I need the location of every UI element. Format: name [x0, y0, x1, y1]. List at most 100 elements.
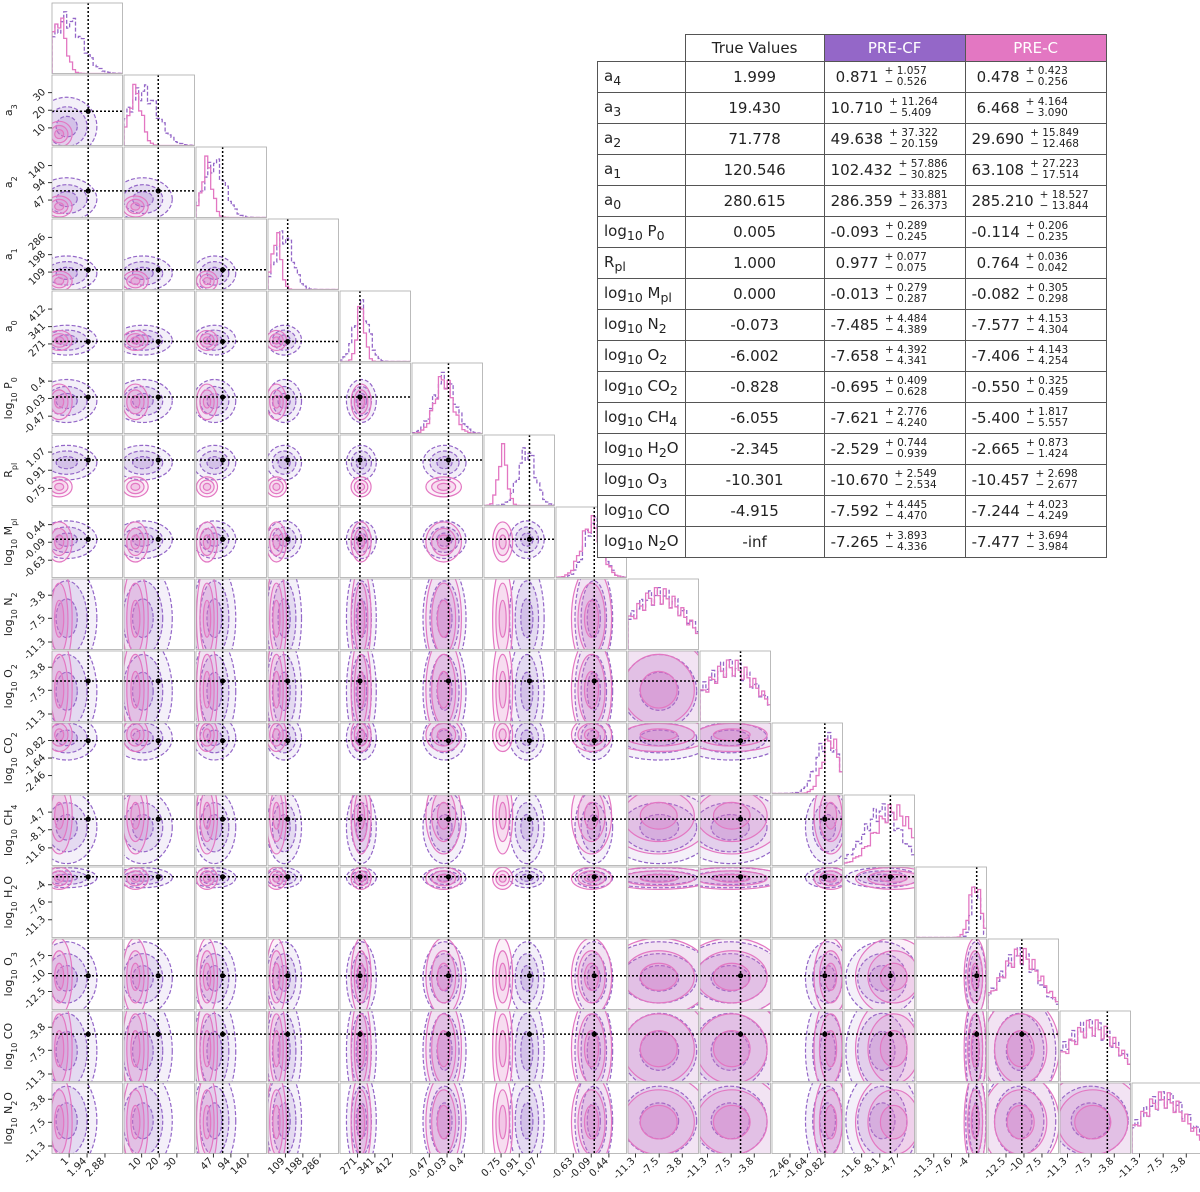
contour-pre-cf-0: [196, 579, 237, 650]
error-bounds: + 15.849− 12.468: [1030, 128, 1079, 150]
contour-pre-c-1: [577, 582, 606, 650]
truth-point: [591, 874, 597, 880]
contour-pre-c-1: [52, 479, 69, 495]
contour-pre-c-1: [577, 795, 606, 843]
panel-a1-logH2O: [267, 866, 339, 938]
panel-frame: [123, 1010, 195, 1082]
contour-pre-c-2: [130, 728, 141, 742]
y-axis-logCO: -11.3-7.5-3.8 log10 CO: [2, 1022, 52, 1094]
x-tick-label: 1: [59, 1156, 71, 1168]
panel-frame: [267, 650, 339, 722]
lower-error: − 4.254: [1025, 355, 1069, 367]
contour-pre-cf-1: [514, 953, 540, 1004]
panel-frame: [555, 578, 627, 650]
param-name: log10 CO2: [597, 371, 686, 403]
contour-pre-cf-1: [429, 450, 460, 475]
contour-pre-c-1: [126, 273, 145, 289]
median-value: -0.013: [830, 285, 879, 303]
panel-a3-logH2O: [123, 866, 195, 938]
contour-pre-cf-0: [345, 579, 377, 650]
contour-pre-cf-2: [206, 455, 223, 470]
contour-pre-c-2: [498, 801, 507, 830]
truth-point: [822, 816, 828, 822]
panel-a4-a3: [51, 74, 123, 146]
lower-error: − 17.514: [1030, 169, 1079, 181]
contour-pre-cf-2: [710, 1102, 750, 1140]
panel-a3-logO2: [123, 650, 195, 722]
contour-pre-cf-1: [514, 1012, 540, 1082]
panel-frame: [195, 362, 267, 434]
panel-frame: [843, 794, 915, 866]
truth-point: [155, 267, 161, 273]
panel-frame: [483, 938, 555, 1010]
truth-point: [220, 678, 226, 684]
pre-c-value: -0.114 + 0.206− 0.235: [964, 216, 1107, 248]
hist-pre-c: [412, 375, 483, 434]
contour-pre-c-1: [126, 950, 145, 1004]
truth-point: [285, 536, 291, 542]
panel-a1-logMpl: [267, 506, 339, 578]
lower-error: − 0.459: [1025, 386, 1069, 398]
median-value: -10.670: [830, 471, 889, 489]
panel-frame: [771, 794, 843, 866]
true-value: -0.073: [684, 309, 825, 341]
panel-frame: [483, 794, 555, 866]
true-value: 1.999: [684, 61, 825, 93]
upper-error: + 2.698: [1035, 468, 1078, 480]
panel-logP0-logH2O: [411, 866, 483, 938]
upper-error: + 4.484: [884, 313, 928, 325]
contour-pre-c-2: [54, 129, 65, 140]
error-bounds: + 0.409− 0.628: [885, 376, 927, 398]
contour-pre-c-2: [272, 962, 281, 991]
panel-a4-a2: [51, 146, 123, 218]
panel-a2-logMpl: [195, 506, 267, 578]
truth-point: [155, 188, 161, 194]
contour-pre-c-0: [268, 521, 288, 563]
contour-pre-c-1: [126, 389, 145, 415]
contour-pre-cf-0: [268, 723, 303, 761]
panel-frame: [195, 506, 267, 578]
contour-pre-cf-0: [52, 378, 98, 424]
truth-point: [85, 267, 91, 273]
truth-point: [591, 816, 597, 822]
median-value: -7.406: [971, 347, 1020, 365]
contour-pre-c-2: [202, 534, 212, 550]
panel-a4-Rpl: [51, 434, 123, 506]
median-value: -10.457: [971, 471, 1030, 489]
panel-logO2-logCH4: [699, 794, 771, 866]
hist-pre-c: [700, 659, 771, 722]
contour-pre-cf-2: [868, 1102, 896, 1140]
pre-cf-value: 10.710 + 11.264− 5.409: [823, 92, 966, 124]
contour-pre-c-0: [570, 1011, 613, 1082]
hist-pre-cf: [124, 84, 195, 146]
pre-cf-value: 102.432 + 57.886− 30.825: [823, 154, 966, 186]
median-value: 63.108: [971, 161, 1025, 179]
true-value: -6.055: [684, 402, 825, 434]
panel-logO3-logO3: [987, 938, 1059, 1010]
contour-pre-c-1: [126, 795, 145, 843]
upper-error: + 2.776: [884, 406, 928, 418]
contour-pre-c-2: [202, 728, 212, 742]
contour-pre-c-1: [353, 1089, 369, 1154]
contour-pre-c-0: [628, 1083, 699, 1154]
panel-frame: [1131, 1082, 1200, 1154]
x-tick-label: -3.8: [663, 1156, 685, 1178]
contour-pre-cf-1: [199, 802, 230, 853]
contour-pre-c-1: [495, 582, 510, 650]
panel-frame: [843, 1010, 915, 1082]
panel-frame: [915, 1010, 987, 1082]
contour-pre-c-1: [353, 479, 369, 495]
y-tick-label: -11.3: [22, 1140, 48, 1166]
contour-pre-c-2: [639, 1104, 678, 1140]
panel-frame: [195, 434, 267, 506]
contour-pre-c-1: [818, 795, 843, 843]
x-tick-label: -7.5: [1022, 1156, 1044, 1178]
param-name: log10 CH4: [597, 402, 686, 434]
contour-pre-c-1: [52, 198, 69, 215]
panel-frame: [123, 218, 195, 290]
panel-logP0-logN2: [411, 578, 483, 650]
panel-frame: [123, 146, 195, 218]
panel-frame: [987, 1082, 1059, 1154]
y-tick-label: -7.5: [27, 950, 49, 972]
